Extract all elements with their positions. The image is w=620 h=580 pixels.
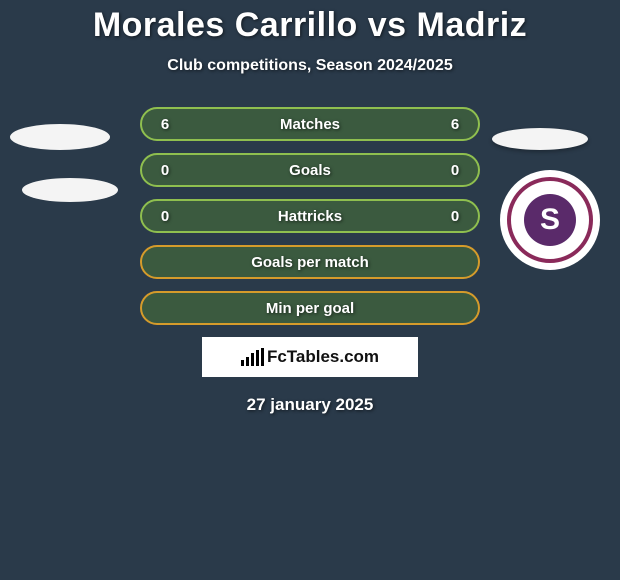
player-avatar-shadow-2 xyxy=(22,178,118,202)
club-badge-ring: S xyxy=(507,177,593,263)
stat-label: Matches xyxy=(174,116,446,133)
bar-chart-icon xyxy=(241,348,263,366)
stat-left-value: 0 xyxy=(156,208,174,225)
subtitle: Club competitions, Season 2024/2025 xyxy=(0,57,620,75)
stat-row-goals: 0 Goals 0 xyxy=(140,153,480,187)
player-avatar-shadow-right xyxy=(492,128,588,150)
stat-label: Goals per match xyxy=(251,254,369,271)
source-logo-text: FcTables.com xyxy=(267,347,379,367)
stat-row-min-per-goal: Min per goal xyxy=(140,291,480,325)
player-avatar-shadow-1 xyxy=(10,124,110,150)
source-logo: FcTables.com xyxy=(202,337,418,377)
stat-left-value: 0 xyxy=(156,162,174,179)
stat-right-value: 0 xyxy=(446,208,464,225)
stat-label: Goals xyxy=(174,162,446,179)
stat-row-goals-per-match: Goals per match xyxy=(140,245,480,279)
date-label: 27 january 2025 xyxy=(0,395,620,415)
stats-table: 6 Matches 6 0 Goals 0 0 Hattricks 0 Goal… xyxy=(140,107,480,325)
stat-right-value: 6 xyxy=(446,116,464,133)
club-badge-letter: S xyxy=(524,194,576,246)
stat-row-matches: 6 Matches 6 xyxy=(140,107,480,141)
page-title: Morales Carrillo vs Madriz xyxy=(0,0,620,45)
stat-right-value: 0 xyxy=(446,162,464,179)
stat-label: Hattricks xyxy=(174,208,446,225)
stat-label: Min per goal xyxy=(266,300,354,317)
stat-left-value: 6 xyxy=(156,116,174,133)
stat-row-hattricks: 0 Hattricks 0 xyxy=(140,199,480,233)
club-badge: S xyxy=(500,170,600,270)
